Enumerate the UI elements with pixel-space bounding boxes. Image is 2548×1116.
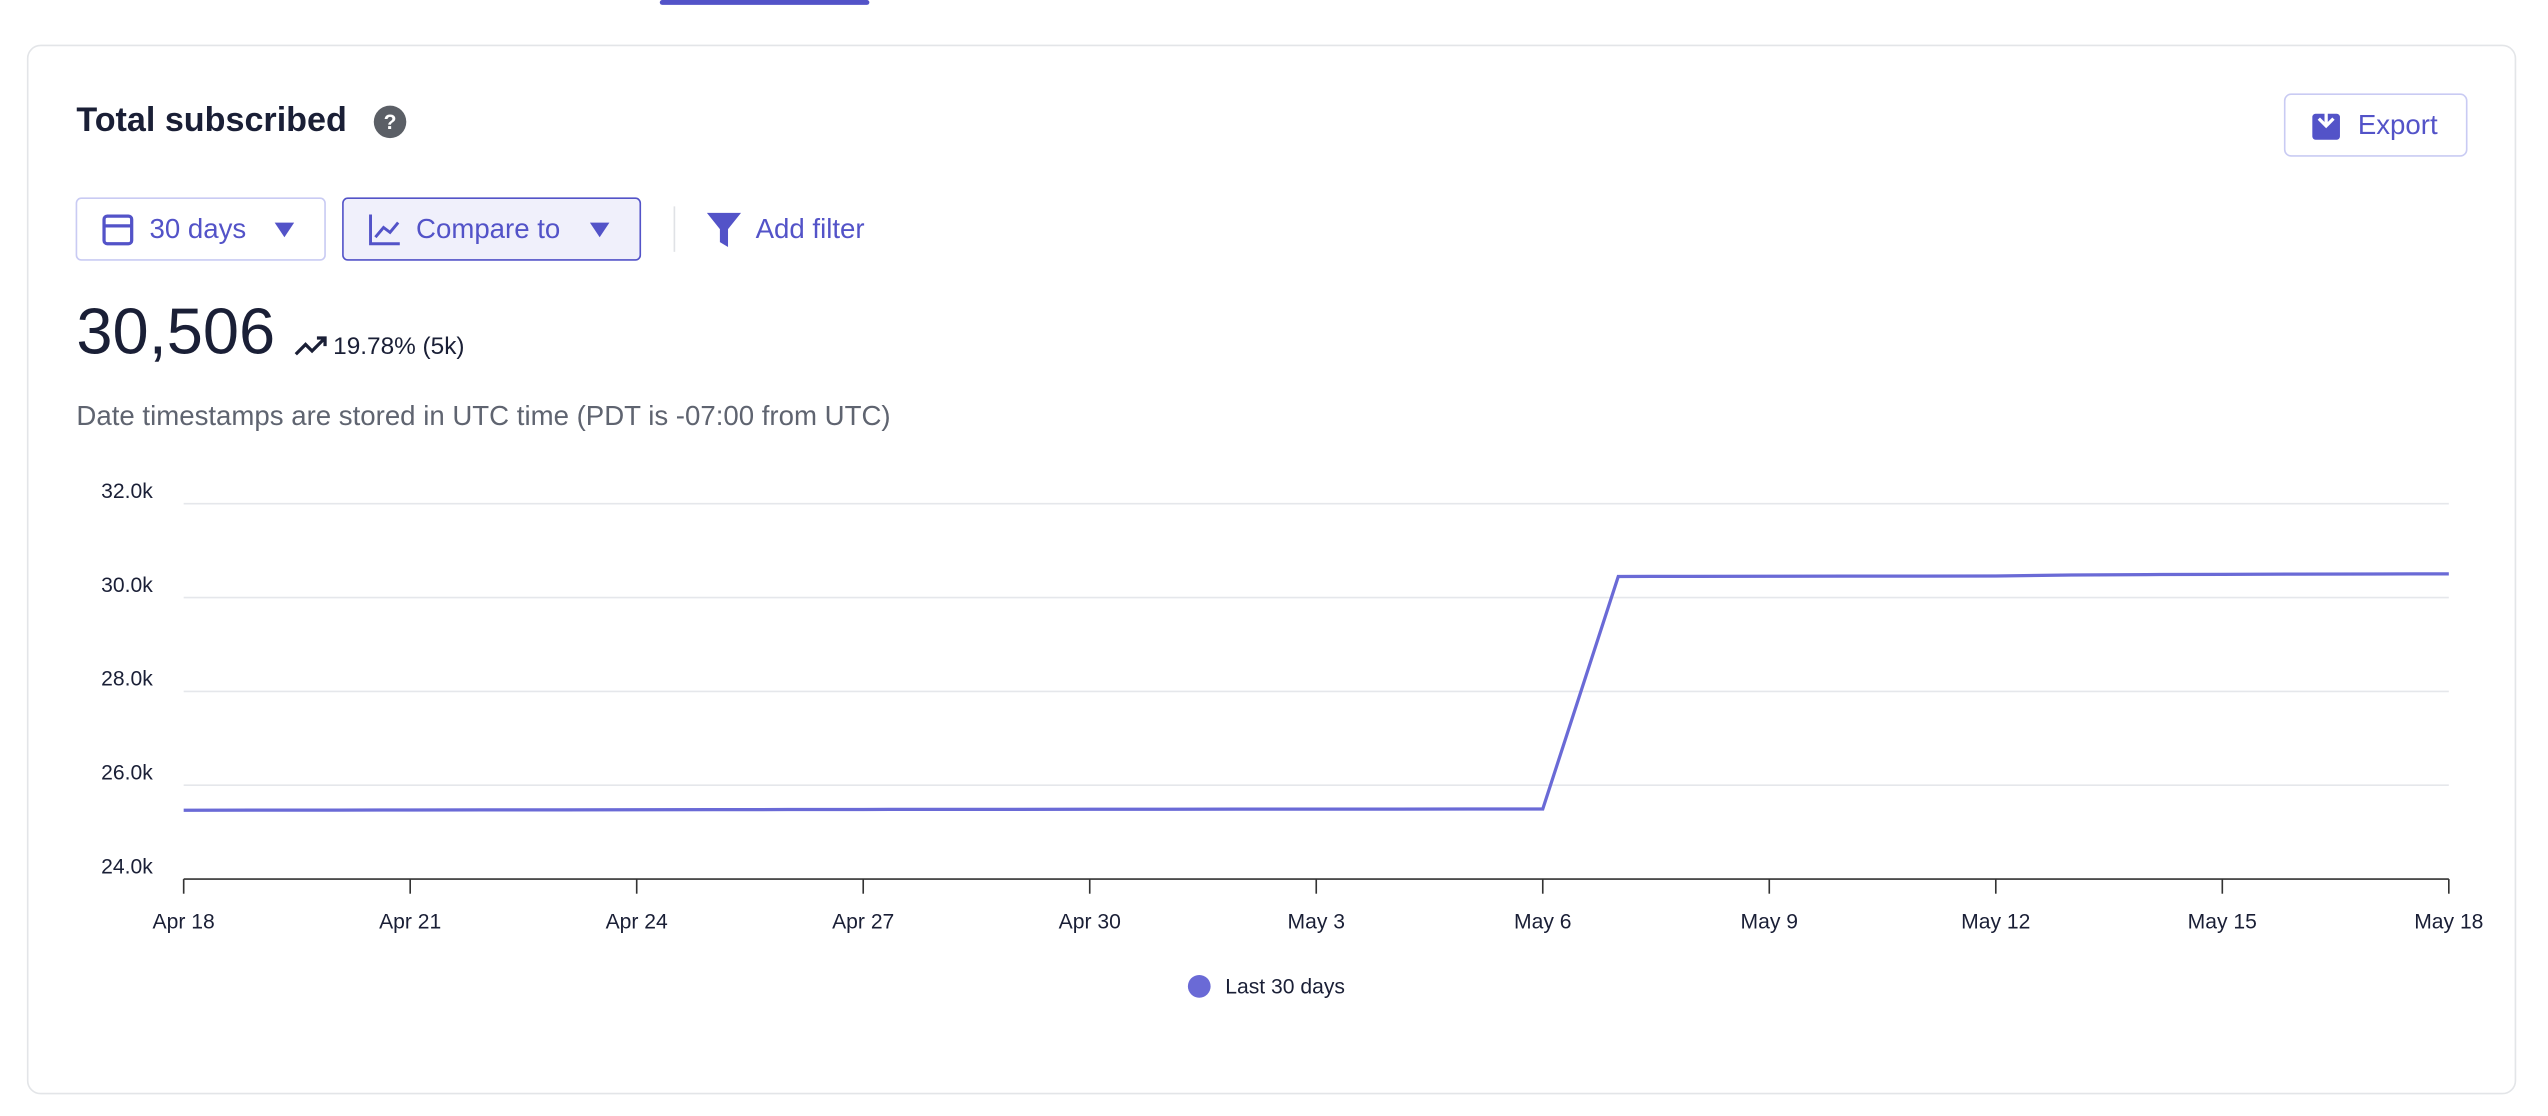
export-label: Export: [2358, 109, 2438, 140]
add-filter-label: Add filter: [756, 213, 865, 244]
range-button[interactable]: 30 days: [75, 197, 326, 261]
svg-text:?: ?: [384, 111, 397, 134]
x-tick-label: May 6: [1514, 911, 1571, 934]
range-label: 30 days: [150, 213, 247, 244]
x-tick-label: Apr 27: [832, 911, 894, 934]
compare-label: Compare to: [416, 213, 560, 244]
metric-value: 30,506: [76, 295, 275, 368]
x-tick-label: May 18: [2414, 911, 2483, 934]
card-title: Total subscribed: [76, 101, 346, 139]
compare-button[interactable]: Compare to: [342, 197, 642, 261]
legend-swatch: [1187, 974, 1211, 998]
x-tick-label: Apr 18: [153, 911, 215, 934]
x-tick-label: Apr 21: [379, 911, 441, 934]
y-tick-label: 28.0k: [101, 668, 153, 691]
legend-label: Last 30 days: [1225, 976, 1345, 999]
y-tick-label: 26.0k: [101, 761, 153, 784]
add-filter-button[interactable]: Add filter: [706, 212, 865, 247]
x-tick-label: May 12: [1961, 911, 2030, 934]
x-tick-label: May 15: [2188, 911, 2257, 934]
active-tab-indicator: [659, 0, 870, 5]
export-button[interactable]: Export: [2283, 93, 2468, 157]
y-tick-label: 30.0k: [101, 574, 153, 597]
y-tick-label: 24.0k: [101, 855, 153, 878]
metric-change: 19.78% (5k): [333, 333, 464, 360]
x-tick-label: May 9: [1741, 911, 1798, 934]
x-tick-label: May 3: [1288, 911, 1345, 934]
x-tick-label: Apr 24: [606, 911, 668, 934]
card: [26, 44, 2517, 1095]
trend-icon: [294, 336, 327, 356]
series-line: [183, 572, 2449, 812]
timezone-note: Date timestamps are stored in UTC time (…: [76, 400, 890, 431]
x-tick-label: Apr 30: [1059, 911, 1121, 934]
chart: 24.0k 26.0k 28.0k 30.0k 32.0k Apr 18 Apr 21 Apr…: [101, 480, 2483, 999]
help-icon[interactable]: ?: [373, 105, 407, 139]
y-tick-label: 32.0k: [101, 480, 153, 503]
